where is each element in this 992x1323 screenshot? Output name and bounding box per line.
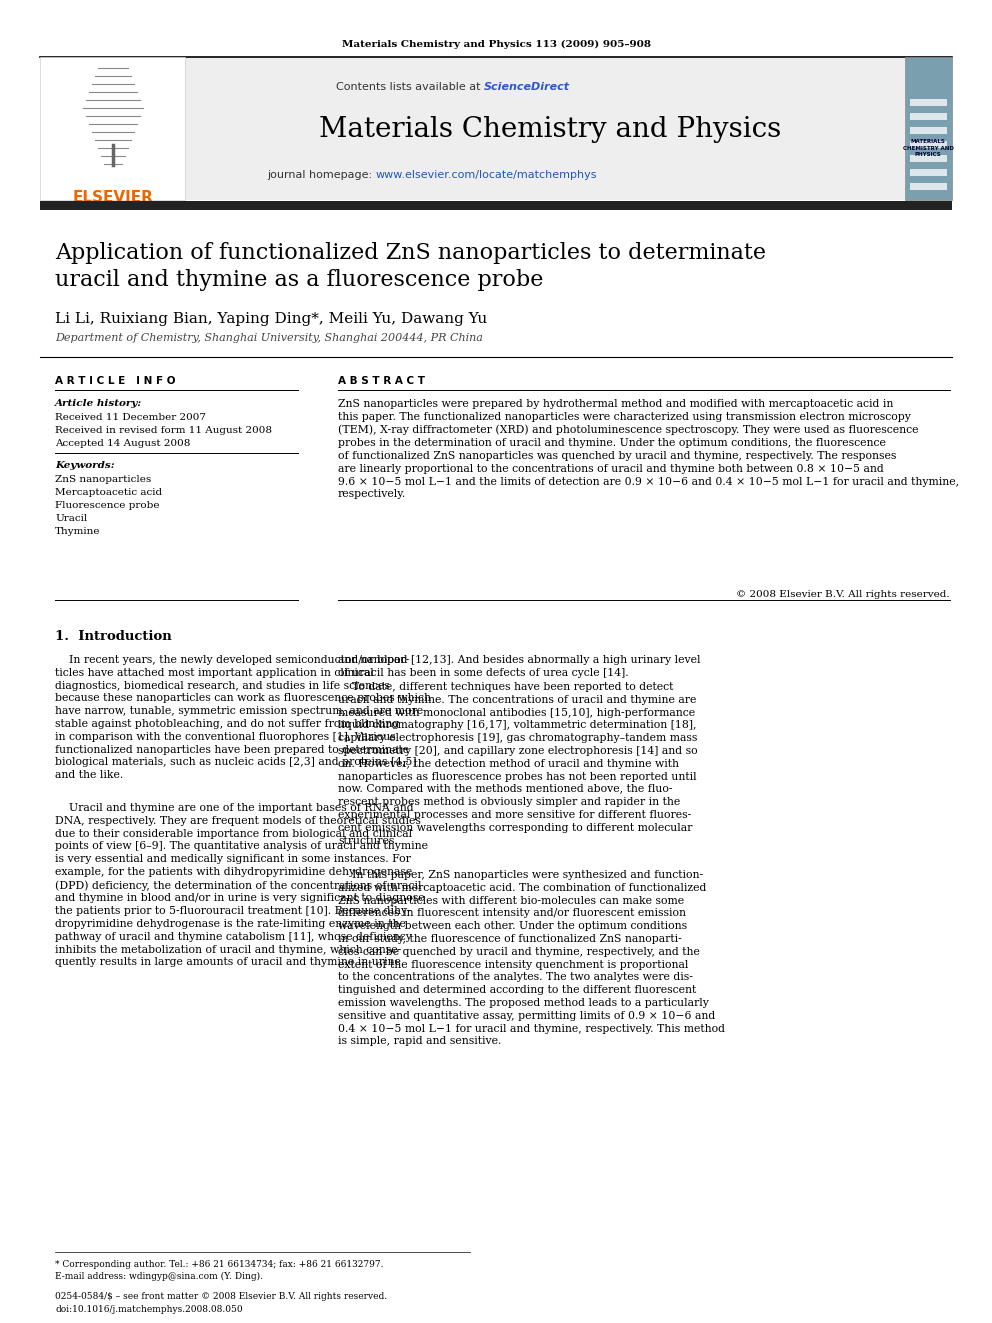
Text: Uracil: Uracil [55,515,87,523]
Bar [40,201,952,210]
Text: ZnS nanoparticles: ZnS nanoparticles [55,475,151,484]
Bar [910,169,947,176]
Text: ELSEVIER: ELSEVIER [72,191,154,205]
Text: MATERIALS
CHEMISTRY AND
PHYSICS: MATERIALS CHEMISTRY AND PHYSICS [903,139,953,156]
Text: E-mail address: wdingyp@sina.com (Y. Ding).: E-mail address: wdingyp@sina.com (Y. Din… [55,1271,263,1281]
Text: In recent years, the newly developed semiconductor nanopar-
ticles have attached: In recent years, the newly developed sem… [55,655,431,781]
Text: Contents lists available at: Contents lists available at [336,82,484,93]
Text: and/or blood [12,13]. And besides abnormally a high urinary level
of uracil has : and/or blood [12,13]. And besides abnorm… [338,655,700,677]
Text: Application of functionalized ZnS nanoparticles to determinate
uracil and thymin: Application of functionalized ZnS nanopa… [55,242,766,291]
Text: Department of Chemistry, Shanghai University, Shanghai 200444, PR China: Department of Chemistry, Shanghai Univer… [55,333,483,343]
Text: Received 11 December 2007: Received 11 December 2007 [55,413,206,422]
Text: Thymine: Thymine [55,527,100,536]
Bar [910,99,947,106]
Text: In this paper, ZnS nanoparticles were synthesized and function-
alized with merc: In this paper, ZnS nanoparticles were sy… [338,871,725,1046]
Bar [910,183,947,191]
Bar [185,57,905,200]
Bar [910,127,947,134]
Text: ScienceDirect: ScienceDirect [484,82,570,93]
Text: Li Li, Ruixiang Bian, Yaping Ding*, Meili Yu, Dawang Yu: Li Li, Ruixiang Bian, Yaping Ding*, Meil… [55,312,487,325]
Bar [910,112,947,120]
Bar [910,142,947,148]
Text: Keywords:: Keywords: [55,460,115,470]
Text: Materials Chemistry and Physics: Materials Chemistry and Physics [318,116,781,143]
Text: © 2008 Elsevier B.V. All rights reserved.: © 2008 Elsevier B.V. All rights reserved… [736,590,950,599]
Bar [40,57,185,200]
Text: Article history:: Article history: [55,400,142,407]
Text: 0254-0584/$ – see front matter © 2008 Elsevier B.V. All rights reserved.: 0254-0584/$ – see front matter © 2008 El… [55,1293,387,1301]
Text: doi:10.1016/j.matchemphys.2008.08.050: doi:10.1016/j.matchemphys.2008.08.050 [55,1304,243,1314]
Text: 1.  Introduction: 1. Introduction [55,630,172,643]
Text: www.elsevier.com/locate/matchemphys: www.elsevier.com/locate/matchemphys [376,169,597,180]
Text: * Corresponding author. Tel.: +86 21 66134734; fax: +86 21 66132797.: * Corresponding author. Tel.: +86 21 661… [55,1259,384,1269]
Text: ZnS nanoparticles were prepared by hydrothermal method and modified with mercapt: ZnS nanoparticles were prepared by hydro… [338,400,959,499]
Text: Accepted 14 August 2008: Accepted 14 August 2008 [55,439,190,448]
Text: Received in revised form 11 August 2008: Received in revised form 11 August 2008 [55,426,272,435]
Text: Uracil and thymine are one of the important bases of RNA and
DNA, respectively. : Uracil and thymine are one of the import… [55,803,428,967]
Text: A B S T R A C T: A B S T R A C T [338,376,425,386]
Text: Materials Chemistry and Physics 113 (2009) 905–908: Materials Chemistry and Physics 113 (200… [341,40,651,49]
Bar [905,57,952,200]
Text: To date, different techniques have been reported to detect
uracil and thymine. T: To date, different techniques have been … [338,681,697,845]
Bar [910,155,947,161]
Text: Fluorescence probe: Fluorescence probe [55,501,160,509]
Text: A R T I C L E   I N F O: A R T I C L E I N F O [55,376,176,386]
Text: Mercaptoacetic acid: Mercaptoacetic acid [55,488,162,497]
Text: journal homepage:: journal homepage: [268,169,376,180]
